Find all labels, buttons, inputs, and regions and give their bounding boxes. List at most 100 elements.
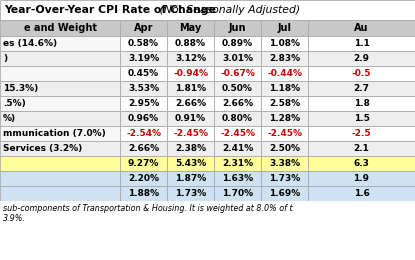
Bar bbox=[308, 36, 415, 51]
Text: 1.8: 1.8 bbox=[354, 99, 369, 108]
Bar bbox=[308, 126, 415, 141]
Bar bbox=[261, 156, 308, 171]
Bar bbox=[167, 186, 214, 201]
Bar bbox=[0, 186, 120, 201]
Bar bbox=[167, 111, 214, 126]
Bar bbox=[167, 36, 214, 51]
Text: 2.38%: 2.38% bbox=[175, 144, 206, 153]
Bar bbox=[261, 20, 308, 36]
Text: 3.01%: 3.01% bbox=[222, 54, 253, 63]
Text: 2.31%: 2.31% bbox=[222, 159, 253, 168]
Text: 1.6: 1.6 bbox=[354, 189, 369, 198]
Bar bbox=[214, 111, 261, 126]
Bar bbox=[120, 156, 167, 171]
Bar bbox=[308, 111, 415, 126]
Text: Jul: Jul bbox=[278, 23, 291, 33]
Text: 15.3%): 15.3%) bbox=[3, 84, 38, 93]
Text: Au: Au bbox=[354, 23, 369, 33]
Bar bbox=[0, 20, 120, 36]
Bar bbox=[120, 171, 167, 186]
Bar bbox=[214, 81, 261, 96]
Text: -0.44%: -0.44% bbox=[267, 69, 302, 78]
Bar bbox=[167, 141, 214, 156]
Text: 2.66%: 2.66% bbox=[128, 144, 159, 153]
Bar bbox=[214, 36, 261, 51]
Text: ): ) bbox=[3, 54, 7, 63]
Text: 0.91%: 0.91% bbox=[175, 114, 206, 123]
Bar bbox=[214, 51, 261, 66]
Bar bbox=[0, 81, 120, 96]
Bar bbox=[167, 51, 214, 66]
Bar bbox=[0, 201, 415, 260]
Bar bbox=[261, 51, 308, 66]
Bar bbox=[167, 81, 214, 96]
Bar bbox=[214, 141, 261, 156]
Bar bbox=[120, 96, 167, 111]
Bar bbox=[167, 20, 214, 36]
Text: 1.73%: 1.73% bbox=[175, 189, 206, 198]
Bar bbox=[120, 186, 167, 201]
Text: -2.45%: -2.45% bbox=[173, 129, 208, 138]
Text: 1.69%: 1.69% bbox=[269, 189, 300, 198]
Bar bbox=[214, 20, 261, 36]
Bar bbox=[167, 126, 214, 141]
Text: 9.27%: 9.27% bbox=[128, 159, 159, 168]
Text: -2.54%: -2.54% bbox=[126, 129, 161, 138]
Bar bbox=[261, 141, 308, 156]
Bar bbox=[0, 96, 120, 111]
Text: 0.89%: 0.89% bbox=[222, 39, 253, 48]
Text: 0.50%: 0.50% bbox=[222, 84, 253, 93]
Text: Apr: Apr bbox=[134, 23, 153, 33]
Text: 3.9%.: 3.9%. bbox=[3, 214, 26, 223]
Bar bbox=[167, 171, 214, 186]
Text: mmunication (7.0%): mmunication (7.0%) bbox=[3, 129, 106, 138]
Text: 1.08%: 1.08% bbox=[269, 39, 300, 48]
Bar bbox=[120, 126, 167, 141]
Bar bbox=[0, 66, 120, 81]
Text: (Not Seasonally Adjusted): (Not Seasonally Adjusted) bbox=[156, 5, 300, 15]
Bar bbox=[214, 66, 261, 81]
Bar bbox=[214, 156, 261, 171]
Text: es (14.6%): es (14.6%) bbox=[3, 39, 57, 48]
Bar bbox=[261, 81, 308, 96]
Text: 0.80%: 0.80% bbox=[222, 114, 253, 123]
Text: 2.20%: 2.20% bbox=[128, 174, 159, 183]
Text: May: May bbox=[179, 23, 202, 33]
Text: Year-Over-Year CPI Rate of Change: Year-Over-Year CPI Rate of Change bbox=[4, 5, 216, 15]
Text: 2.9: 2.9 bbox=[354, 54, 369, 63]
Bar bbox=[0, 141, 120, 156]
Bar bbox=[120, 66, 167, 81]
Bar bbox=[167, 156, 214, 171]
Bar bbox=[261, 186, 308, 201]
Bar bbox=[214, 171, 261, 186]
Text: 2.41%: 2.41% bbox=[222, 144, 253, 153]
Text: Jun: Jun bbox=[229, 23, 246, 33]
Text: %): %) bbox=[3, 114, 16, 123]
Bar bbox=[308, 156, 415, 171]
Text: 2.66%: 2.66% bbox=[222, 99, 253, 108]
Text: -2.5: -2.5 bbox=[352, 129, 371, 138]
Bar bbox=[308, 51, 415, 66]
Bar bbox=[261, 111, 308, 126]
Text: 1.70%: 1.70% bbox=[222, 189, 253, 198]
Bar bbox=[120, 20, 167, 36]
Text: 2.66%: 2.66% bbox=[175, 99, 206, 108]
Text: 1.1: 1.1 bbox=[354, 39, 369, 48]
Text: -2.45%: -2.45% bbox=[220, 129, 255, 138]
Text: 1.28%: 1.28% bbox=[269, 114, 300, 123]
Bar bbox=[214, 126, 261, 141]
Text: 3.19%: 3.19% bbox=[128, 54, 159, 63]
Text: -0.5: -0.5 bbox=[352, 69, 371, 78]
Text: 2.1: 2.1 bbox=[354, 144, 369, 153]
Text: 3.12%: 3.12% bbox=[175, 54, 206, 63]
Text: 1.18%: 1.18% bbox=[269, 84, 300, 93]
Text: Year-Over-Year CPI Rate of Change (Not Seasonally Adjusted): Year-Over-Year CPI Rate of Change (Not S… bbox=[4, 5, 334, 15]
Text: 3.38%: 3.38% bbox=[269, 159, 300, 168]
Bar bbox=[261, 171, 308, 186]
Bar bbox=[120, 51, 167, 66]
Bar bbox=[261, 36, 308, 51]
Bar bbox=[120, 141, 167, 156]
Bar bbox=[0, 126, 120, 141]
Text: 1.88%: 1.88% bbox=[128, 189, 159, 198]
Bar bbox=[0, 51, 120, 66]
